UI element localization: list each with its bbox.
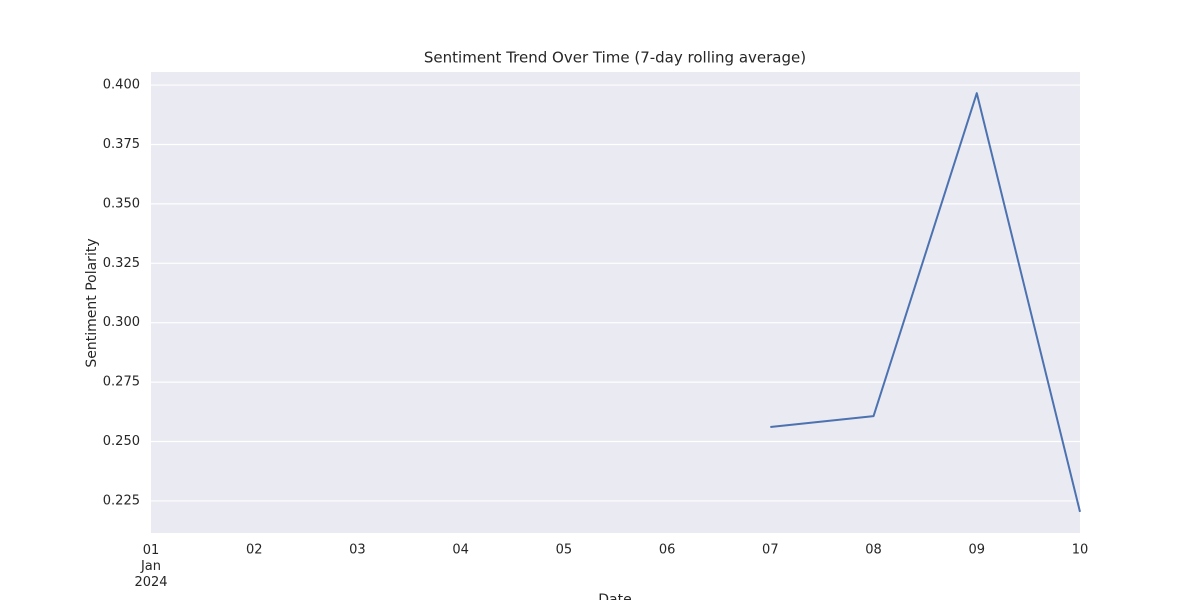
x-tick-label: 07: [762, 543, 779, 558]
x-tick-label: 03: [349, 543, 366, 558]
y-tick-label: 0.375: [103, 137, 140, 152]
y-tick-label: 0.325: [103, 256, 140, 271]
y-tick-label: 0.275: [103, 375, 140, 390]
x-tick-label: 08: [865, 543, 882, 558]
data-line: [770, 92, 1081, 513]
x-tick-label: 04: [452, 543, 469, 558]
y-tick-label: 0.250: [103, 434, 140, 449]
x-tick-label: 01 Jan 2024: [134, 543, 167, 590]
plot-area: [151, 72, 1080, 533]
y-tick-label: 0.300: [103, 315, 140, 330]
y-tick-label: 0.400: [103, 78, 140, 93]
x-axis-label: Date: [598, 592, 631, 600]
x-tick-label: 10: [1072, 543, 1089, 558]
y-tick-label: 0.225: [103, 493, 140, 508]
x-tick-label: 06: [659, 543, 676, 558]
x-tick-label: 09: [969, 543, 986, 558]
x-tick-label: 05: [556, 543, 573, 558]
y-axis-label: Sentiment Polarity: [84, 238, 100, 367]
x-tick-label: 02: [246, 543, 263, 558]
y-tick-label: 0.350: [103, 196, 140, 211]
chart-title: Sentiment Trend Over Time (7-day rolling…: [424, 49, 806, 67]
